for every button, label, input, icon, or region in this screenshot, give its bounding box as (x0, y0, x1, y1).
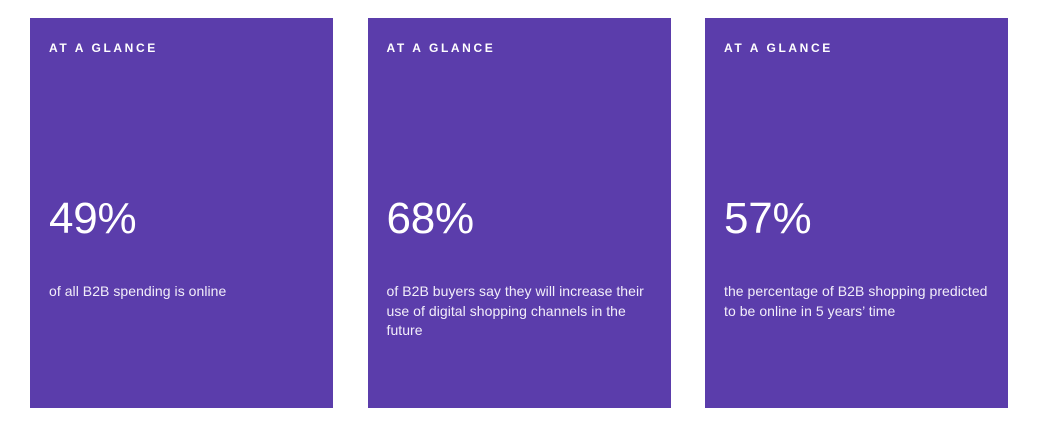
card-stat-value: 57% (724, 194, 812, 243)
card-eyebrow-label: AT A GLANCE (49, 41, 158, 55)
stat-card-1: AT A GLANCE 49% of all B2B spending is o… (30, 18, 333, 408)
card-eyebrow-label: AT A GLANCE (724, 41, 833, 55)
card-description: of all B2B spending is online (49, 283, 227, 299)
card-description: the percentage of B2B shopping predicted… (724, 283, 988, 319)
stat-card-2: AT A GLANCE 68% of B2B buyers say they w… (367, 18, 671, 408)
card-description: of B2B buyers say they will increase the… (386, 283, 644, 338)
card-eyebrow-label: AT A GLANCE (386, 41, 496, 55)
card-stat-value: 68% (386, 194, 475, 243)
card-stat-value: 49% (49, 194, 137, 243)
stat-card-3: AT A GLANCE 57% the percentage of B2B sh… (705, 18, 1008, 408)
stat-cards-row: AT A GLANCE 49% of all B2B spending is o… (30, 18, 1008, 408)
